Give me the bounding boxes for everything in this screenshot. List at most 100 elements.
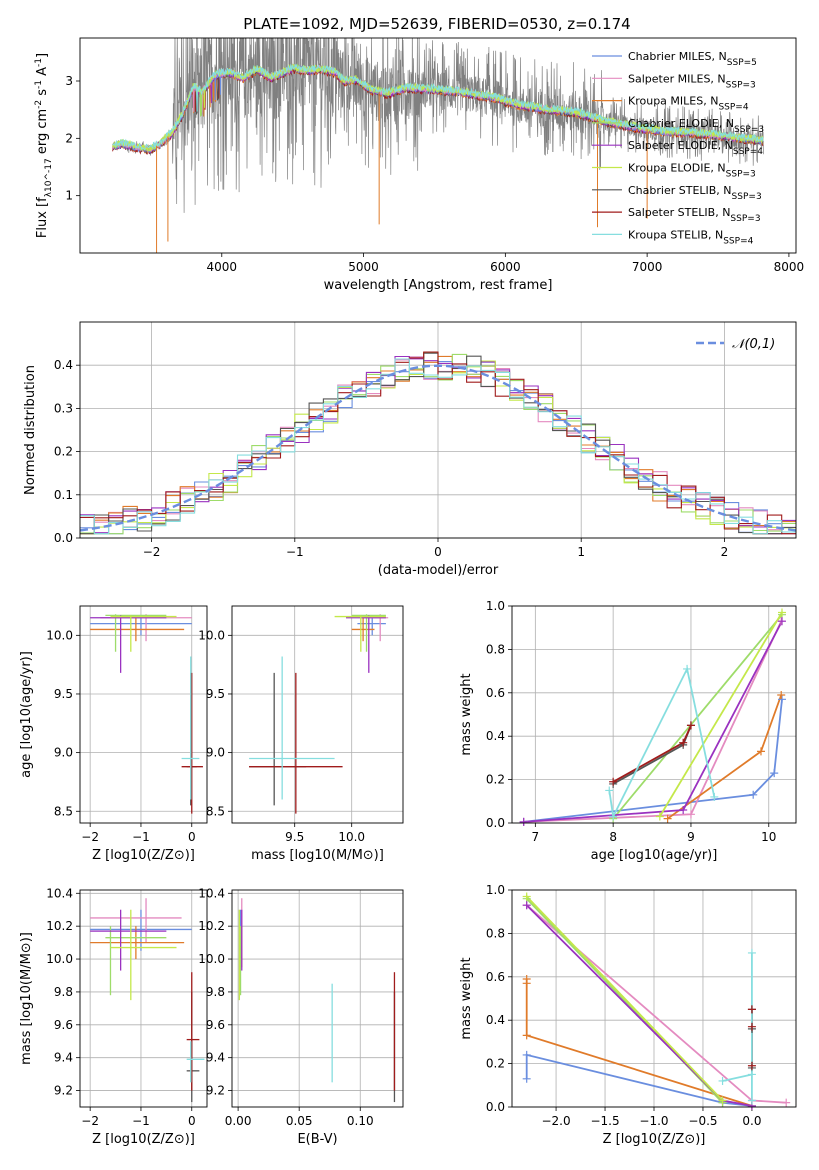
series-marker-kroupa_stelib [718,1076,727,1085]
histogram-kroupa_stelib [80,358,796,535]
x-tick-label: 0.10 [347,1114,374,1128]
y-tick-label: 1.0 [486,883,505,897]
axes-frame [231,605,404,824]
panel-mass_weight_vs_age: 7 8 9 10 0.0 0.2 0.4 0.6 0.8 1.0 age [log10(age/yr… [459,599,797,863]
x-axis-label: age [log10(age/yr)] [591,848,718,863]
series-line-kroupa_miles [525,979,753,1107]
x-tick-label: −1.0 [639,1114,668,1128]
x-tick-label: −2 [143,545,161,559]
series-line-chabrier_miles [525,1053,752,1107]
y-tick-label: 0.3 [54,401,73,415]
legend-label: Salpeter STELIB, NSSP=3 [628,206,761,224]
y-tick-label: 0.0 [486,1100,505,1114]
x-tick-label: 5000 [348,260,379,274]
legend-label: Chabrier ELODIE, NSSP=3 [628,117,764,135]
y-tick-label: 0.6 [486,970,505,984]
y-tick-label: 9.6 [54,1018,73,1032]
series-marker-salpeter_miles [686,810,695,819]
x-tick-label: −0.5 [688,1114,717,1128]
y-tick-label: 0.1 [54,488,73,502]
legend: Chabrier MILES, NSSP=5 Salpeter MILES, NS… [592,50,764,246]
plot-area-age_vs_Z [90,614,203,814]
series-line-salpeter_miles [526,904,787,1104]
series-marker-salpeter_stelib [609,777,618,786]
series-marker-kroupa_miles [522,1031,531,1040]
x-tick-label: 6000 [490,260,521,274]
x-tick-label: 4000 [207,260,238,274]
y-tick-label: 10.2 [198,919,225,933]
x-tick-label: 0.0 [742,1114,761,1128]
series-marker-kroupa_miles [522,974,531,983]
y-tick-label: 9.8 [206,985,225,999]
y-tick-label: 8.5 [206,804,225,818]
legend-label: Chabrier STELIB, NSSP=3 [628,184,762,202]
series-marker-kroupa_elodie [718,1096,727,1105]
series-line-chabrier_miles [523,699,783,823]
series-line-kroupa_elodie [526,895,724,1102]
x-tick-label: 0 [434,545,442,559]
y-tick-label: 9.6 [206,1018,225,1032]
y-tick-label: 10.0 [46,628,73,642]
y-tick-label: 1 [65,189,73,203]
figure-title: PLATE=1092, MJD=52639, FIBERID=0530, z=0… [243,15,630,33]
y-tick-label: 1.0 [486,599,505,613]
model-line-kroupa_stelib [112,63,764,151]
plot-area-mass_weight_vs_Z [525,895,787,1107]
plot-area-mass_weight_vs_age [523,612,783,823]
panel-mass_vs_EBV: 0.00 0.05 0.10 9.2 9.4 9.6 9.8 10.0 10.2 10.4 E(B-… [198,886,404,1147]
legend: 𝒩(0,1) [696,337,775,352]
series-marker-kroupa_stelib [747,948,756,957]
y-tick-label: 0.2 [486,1057,505,1071]
series-marker-kroupa_stelib [710,792,719,801]
x-axis-label: wavelength [Angstrom, rest frame] [324,278,553,293]
legend-label: Salpeter ELODIE, NSSP=4 [628,139,763,157]
legend-label: Kroupa STELIB, NSSP=4 [628,228,754,246]
y-tick-label: 0.2 [54,445,73,459]
series-marker-kroupa_stelib [683,664,692,673]
axes-frame [79,889,208,1108]
legend-label: Kroupa MILES, NSSP=4 [628,95,749,113]
x-tick-label: 7 [532,830,540,844]
series-marker-kroupa_miles [756,747,765,756]
series-marker-salpeter_stelib [747,1022,756,1031]
y-tick-label: 10.0 [46,952,73,966]
y-axis-label: mass [log10(M/M⊙)] [19,932,34,1065]
axes-frame [231,889,404,1108]
y-tick-label: 9.5 [206,687,225,701]
x-tick-label: −2 [81,1114,99,1128]
x-tick-label: 10 [761,830,776,844]
plot-area-mass_vs_Z [90,898,205,1103]
panel-mass_vs_Z: −2 −1 0 9.2 9.4 9.6 9.8 10.0 10.2 10.4 Z [log10(Z/… [19,886,208,1147]
x-tick-label: −2.0 [541,1114,570,1128]
series-marker-kroupa_stelib [747,1096,756,1105]
y-tick-label: 10.4 [198,886,225,900]
x-axis-label: mass [log10(M/M⊙)] [251,848,384,863]
series-marker-salpeter_elodie [679,805,688,814]
series-line-kroupa_elodie [659,612,783,817]
x-tick-label: 2 [721,545,729,559]
y-tick-label: 2 [65,131,73,145]
y-tick-label: 10.0 [198,628,225,642]
plot-area-spectrum [112,38,764,253]
x-tick-label: 10.0 [338,830,365,844]
series-line-salpeter_elodie [523,620,783,823]
y-axis-label: mass weight [459,673,474,755]
axes-frame [79,37,797,254]
series-marker-chabrier_miles [749,790,758,799]
x-tick-label: −1.5 [590,1114,619,1128]
panel-residuals: −2 −1 0 1 2 0.0 0.1 0.2 0.3 0.4 (data-model)/error… [23,321,797,578]
plot-area-residuals [80,351,796,535]
y-tick-label: 10.0 [198,952,225,966]
x-tick-label: 0 [188,830,196,844]
axes-frame [511,605,797,824]
y-tick-label: 10.2 [46,919,73,933]
x-axis-label: Z [log10(Z/Z⊙)] [92,848,195,863]
series-marker-salpeter_stelib [686,721,695,730]
series-marker-salpeter_stelib [747,1005,756,1014]
series-marker-kroupa_stelib [605,786,614,795]
series-marker-kroupa_stelib [609,812,618,821]
x-tick-label: 9.5 [285,830,304,844]
gaussian-curve [80,364,796,532]
series-marker-salpeter_stelib [679,738,688,747]
